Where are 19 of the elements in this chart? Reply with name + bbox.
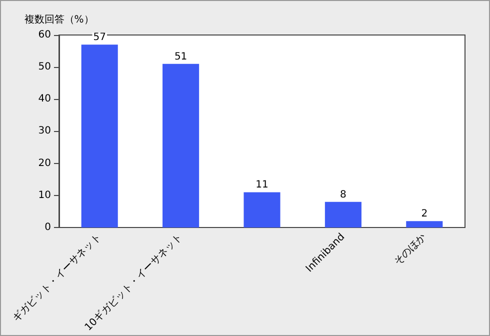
y-tick-label: 40 [38,94,51,105]
data-label: 2 [421,208,428,220]
bar [244,192,280,228]
y-tick-label: 50 [38,62,51,73]
bar [162,64,200,228]
data-label: 57 [93,32,106,44]
bar [406,221,443,228]
y-axis-title: 複数回答（%） [24,14,94,26]
bar [81,44,118,228]
y-tick-label: 60 [38,30,51,40]
y-tick-label: 30 [38,126,51,137]
bar [324,202,362,228]
x-tick-label: そのほか [392,232,428,268]
data-label: 8 [340,189,346,200]
data-label: 51 [174,51,188,62]
y-tick-label: 20 [38,158,51,169]
y-tick-label: 0 [44,222,51,233]
data-label: 11 [256,180,268,191]
y-tick-label: 10 [38,190,51,201]
